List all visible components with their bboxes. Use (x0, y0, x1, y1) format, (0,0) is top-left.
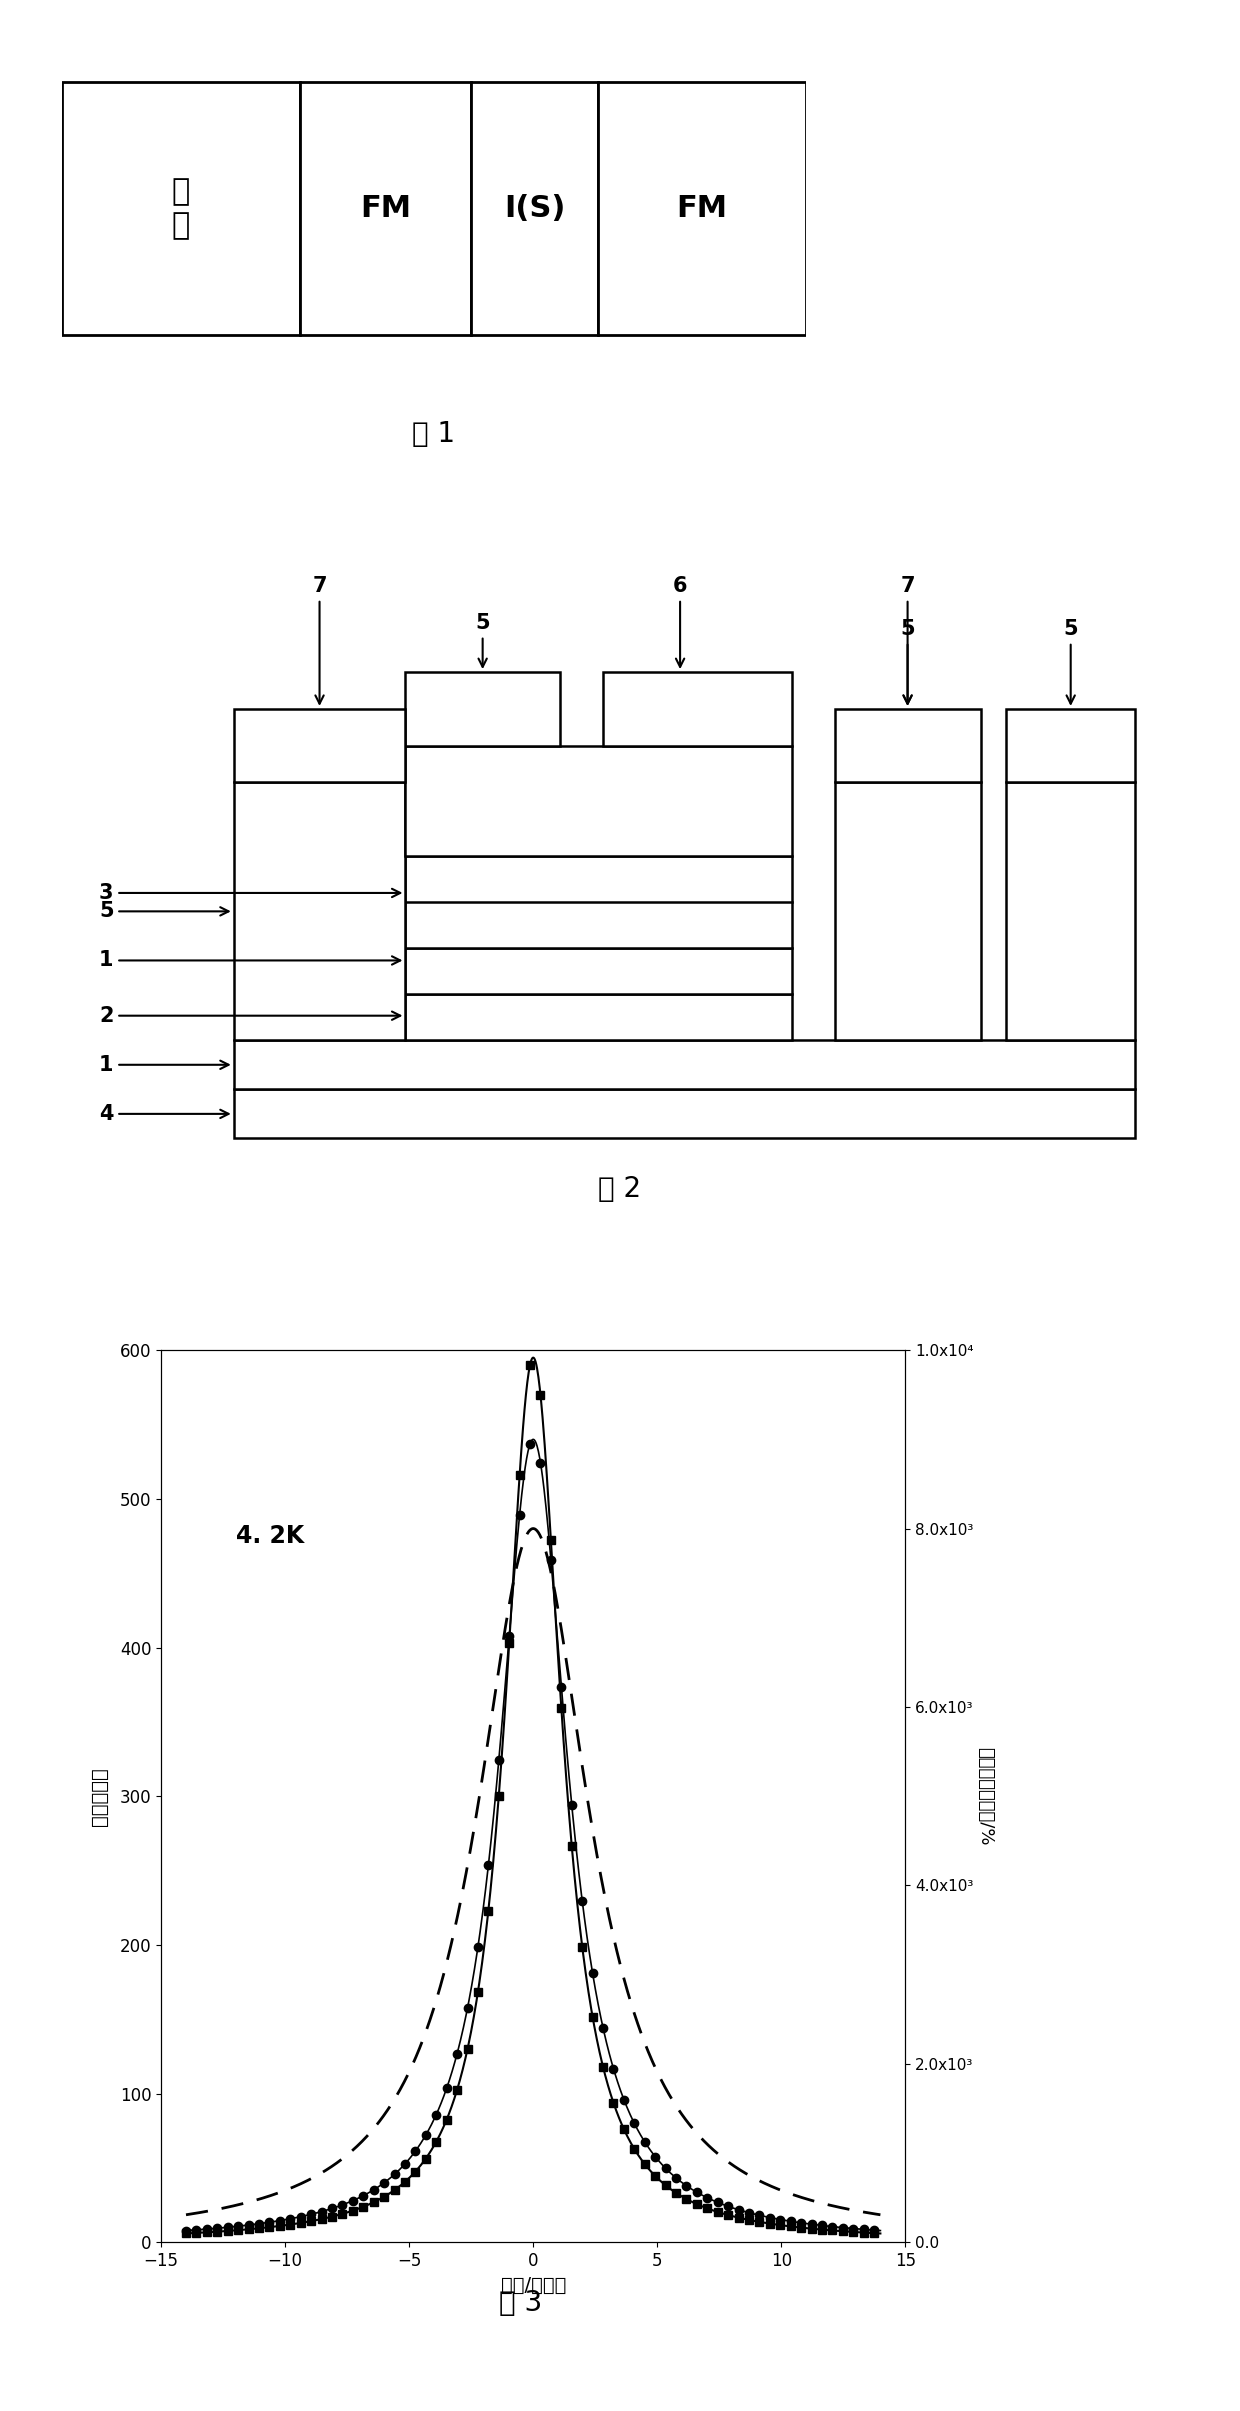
Bar (1007, 709, 1135, 784)
Text: 6: 6 (673, 576, 687, 668)
Text: 2: 2 (99, 1005, 401, 1025)
Bar (405, 856, 791, 948)
Bar (835, 709, 981, 784)
Text: 图 3: 图 3 (500, 2288, 542, 2317)
Bar (62, 82, 300, 335)
Bar (405, 993, 791, 1039)
Text: 5: 5 (99, 902, 228, 921)
Text: 5: 5 (475, 612, 490, 668)
Bar (405, 673, 560, 745)
Bar (471, 82, 598, 335)
Y-axis label: 隊穿磁电阱比值/%: 隊穿磁电阱比值/% (976, 1748, 994, 1844)
Text: I(S): I(S) (503, 193, 565, 224)
Text: 4. 2K: 4. 2K (236, 1524, 304, 1548)
Bar (405, 948, 791, 993)
Text: 7: 7 (312, 576, 327, 704)
Text: 1: 1 (99, 1054, 228, 1075)
Bar (598, 82, 806, 335)
Bar (405, 745, 791, 856)
Text: FM: FM (676, 193, 728, 224)
Text: 图 1: 图 1 (413, 420, 455, 448)
Y-axis label: 电阱千欧姆: 电阱千欧姆 (89, 1767, 109, 1825)
Bar (233, 1090, 1135, 1138)
Text: 5: 5 (900, 620, 915, 704)
Bar (1007, 784, 1135, 1039)
Text: 衬
底: 衬 底 (172, 178, 190, 239)
Bar (603, 673, 791, 745)
Text: 4: 4 (99, 1104, 228, 1124)
Text: 1: 1 (99, 950, 401, 972)
Bar (233, 784, 405, 1039)
Bar (233, 709, 405, 784)
Text: FM: FM (360, 193, 412, 224)
Text: 5: 5 (1064, 620, 1078, 704)
Text: 7: 7 (900, 576, 915, 704)
X-axis label: 磁场/特斯拉: 磁场/特斯拉 (501, 2276, 565, 2295)
Bar (233, 1039, 1135, 1090)
Bar (835, 784, 981, 1039)
Bar (300, 82, 471, 335)
Text: 3: 3 (99, 882, 401, 904)
Text: 图 2: 图 2 (599, 1174, 641, 1203)
